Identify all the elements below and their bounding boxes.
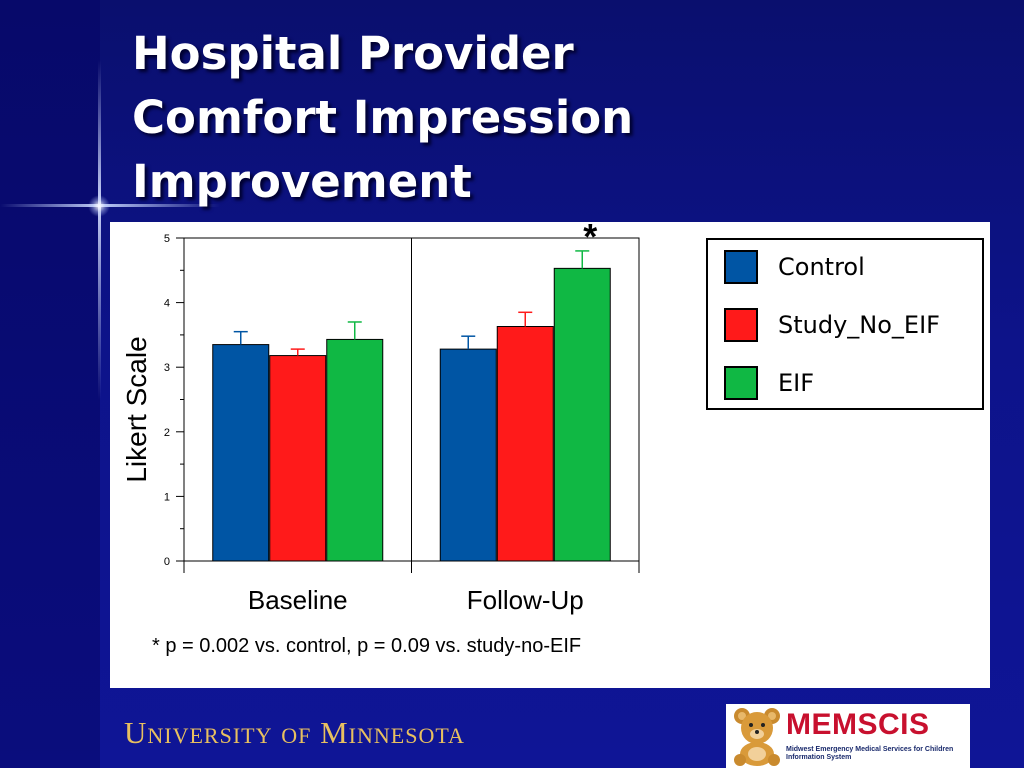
legend-label-study-no-eif: Study_No_EIF bbox=[778, 311, 940, 339]
x-category-label: Baseline bbox=[248, 585, 348, 615]
x-category-label: Follow-Up bbox=[467, 585, 584, 615]
legend-swatch-control bbox=[724, 250, 758, 284]
logo-name: MEMSCIS bbox=[786, 708, 930, 741]
y-tick-label: 3 bbox=[164, 362, 170, 374]
bar-control-baseline bbox=[212, 344, 270, 562]
bar-control-follow-up bbox=[439, 348, 497, 562]
bar-study-no-eif-baseline bbox=[269, 355, 327, 562]
teddy-bear-icon bbox=[734, 708, 780, 766]
legend-swatch-study-no-eif bbox=[724, 308, 758, 342]
bar-chart: 0 1 2 3 4 5 Likert Scale Baseline Follow-Up * bbox=[121, 222, 640, 615]
bar-study-no-eif-follow-up bbox=[496, 326, 554, 562]
legend-label-control: Control bbox=[778, 253, 865, 281]
light-flare-horizontal bbox=[0, 204, 220, 207]
significance-footnote: * p = 0.002 vs. control, p = 0.09 vs. st… bbox=[152, 635, 582, 657]
significance-asterisk: * bbox=[583, 222, 597, 257]
y-tick-label: 1 bbox=[164, 491, 170, 503]
y-axis-label: Likert Scale bbox=[121, 336, 152, 482]
title-line-2: Comfort Impression bbox=[132, 91, 634, 144]
y-tick-label: 5 bbox=[164, 233, 170, 245]
left-band bbox=[0, 0, 100, 768]
legend-label-eif: EIF bbox=[778, 369, 815, 397]
legend-item-eif: EIF bbox=[724, 365, 814, 401]
y-tick-label: 0 bbox=[164, 556, 170, 568]
y-tick-label: 4 bbox=[164, 298, 170, 310]
memscis-logo: MEMSCIS Midwest Emergency Medical Servic… bbox=[726, 704, 970, 768]
title-line-1: Hospital Provider bbox=[132, 27, 574, 80]
legend-item-control: Control bbox=[724, 249, 865, 285]
bar-eif-follow-up bbox=[553, 267, 611, 562]
title-line-3: Improvement bbox=[132, 155, 472, 208]
y-tick-label: 2 bbox=[164, 427, 170, 439]
light-flare-vertical bbox=[98, 60, 101, 400]
slide-title: Hospital Provider Comfort Impression Imp… bbox=[132, 22, 633, 214]
bar-eif-baseline bbox=[326, 338, 384, 562]
chart-panel: 0 1 2 3 4 5 Likert Scale Baseline Follow-Up * Con… bbox=[110, 222, 990, 688]
chart-legend: Control Study_No_EIF EIF bbox=[706, 238, 984, 410]
legend-swatch-eif bbox=[724, 366, 758, 400]
university-name: University of Minnesota bbox=[124, 715, 465, 750]
light-flare-center bbox=[88, 195, 110, 217]
legend-item-study-no-eif: Study_No_EIF bbox=[724, 307, 940, 343]
logo-subtitle: Midwest Emergency Medical Services for C… bbox=[786, 746, 954, 761]
